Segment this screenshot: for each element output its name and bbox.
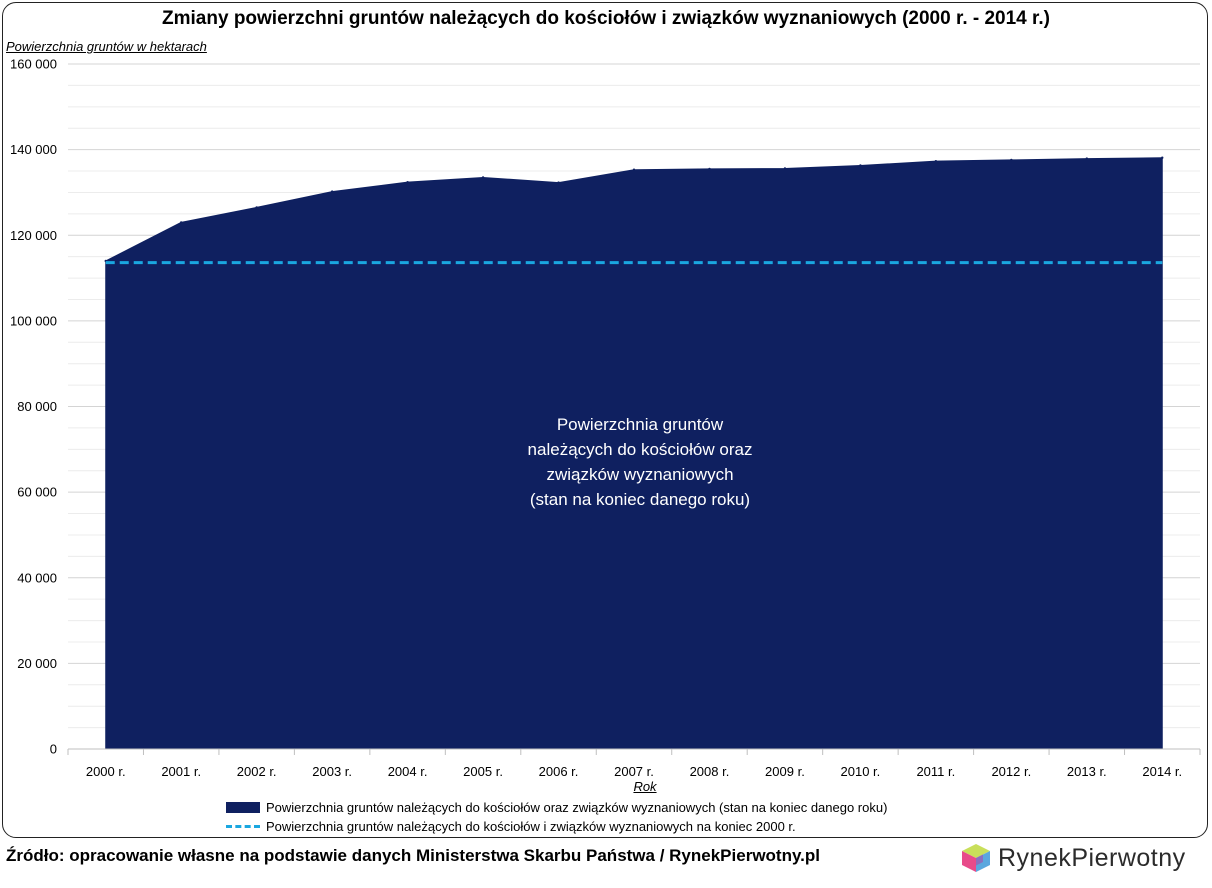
y-tick-label: 20 000 (17, 656, 57, 671)
logo: RynekPierwotny (960, 842, 1186, 874)
x-tick-label: 2014 r. (1142, 764, 1182, 779)
area-annotation-line: związków wyznaniowych (546, 465, 733, 484)
x-tick-label: 2008 r. (690, 764, 730, 779)
y-tick-label: 160 000 (10, 57, 57, 72)
area-point (330, 190, 334, 193)
x-tick-label: 2002 r. (237, 764, 277, 779)
area-annotation-line: (stan na koniec danego roku) (530, 490, 750, 509)
y-tick-label: 80 000 (17, 399, 57, 414)
x-tick-label: 2006 r. (539, 764, 579, 779)
area-series (105, 157, 1163, 750)
area-point (255, 206, 258, 209)
y-tick-label: 40 000 (17, 570, 57, 585)
x-tick-label: 2011 r. (916, 764, 955, 779)
x-tick-label: 2012 r. (991, 764, 1031, 779)
x-tick-label: 2003 r. (312, 764, 352, 779)
legend-label-line: Powierzchnia gruntów należących do kości… (266, 819, 796, 834)
area-point (1085, 157, 1089, 160)
legend-swatch-area (226, 802, 260, 813)
area-point (557, 181, 560, 184)
x-tick-label: 2005 r. (463, 764, 503, 779)
y-tick-label: 120 000 (10, 228, 57, 243)
legend: Powierzchnia gruntów należących do kości… (226, 798, 887, 836)
area-point (406, 180, 409, 184)
area-point (859, 164, 862, 167)
x-tick-label: 2001 r. (161, 764, 201, 779)
area-annotation-line: należących do kościołów oraz (528, 440, 753, 459)
area-point (481, 176, 485, 179)
area-point (1161, 156, 1164, 159)
x-tick-label: 2004 r. (388, 764, 428, 779)
area-point (783, 167, 787, 170)
area-point (632, 168, 636, 171)
y-axis-label: Powierzchnia gruntów w hektarach (6, 39, 207, 54)
x-tick-label: 2010 r. (841, 764, 881, 779)
x-tick-label: 2007 r. (614, 764, 654, 779)
cube-logo-icon (962, 844, 990, 872)
x-tick-label: 2000 r. (86, 764, 126, 779)
area-point (1010, 158, 1013, 162)
source-note: Źródło: opracowanie własne na podstawie … (6, 846, 820, 865)
legend-label-area: Powierzchnia gruntów należących do kości… (266, 800, 888, 815)
chart-frame (2, 2, 1208, 838)
y-tick-label: 140 000 (10, 142, 57, 157)
area-point (180, 221, 183, 224)
legend-item-area: Powierzchnia gruntów należących do kości… (226, 798, 887, 817)
area-point (708, 167, 711, 171)
logo-text: RynekPierwotny (998, 843, 1186, 872)
x-tick-label: 2013 r. (1067, 764, 1107, 779)
y-tick-label: 0 (50, 742, 57, 757)
area-point (934, 159, 938, 163)
x-axis-label: Rok (633, 779, 657, 794)
chart-title: Zmiany powierzchni gruntów należących do… (162, 8, 1050, 29)
x-tick-label: 2009 r. (765, 764, 805, 779)
y-tick-label: 60 000 (17, 485, 57, 500)
y-tick-label: 100 000 (10, 313, 57, 328)
area-annotation-line: Powierzchnia gruntów (557, 415, 724, 434)
legend-item-line: Powierzchnia gruntów należących do kości… (226, 817, 887, 836)
legend-swatch-line (226, 825, 260, 828)
